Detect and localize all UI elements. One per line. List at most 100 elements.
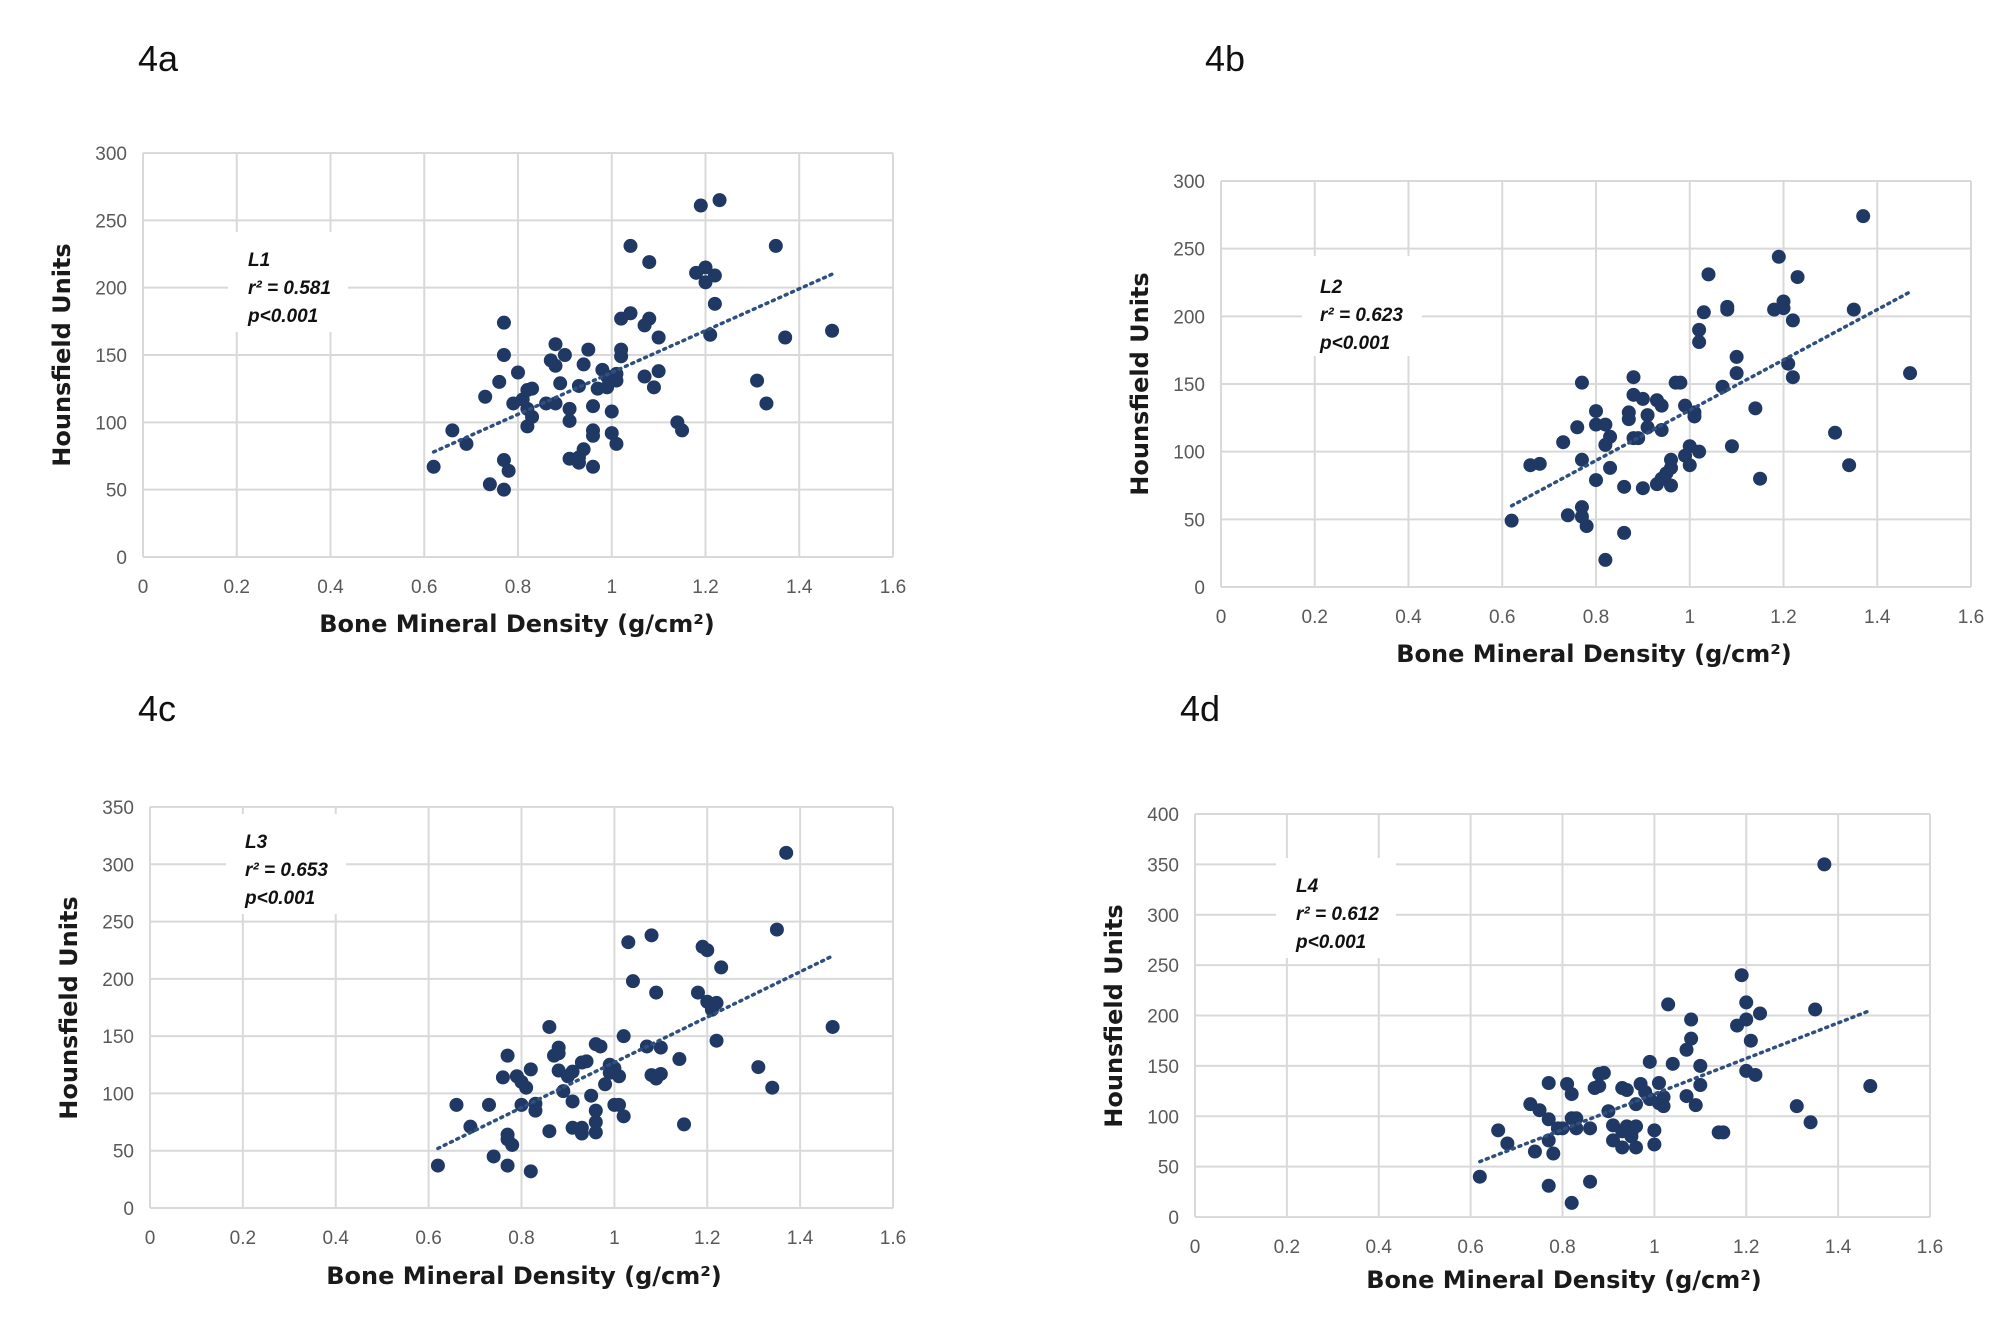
data-point	[1729, 349, 1744, 364]
data-point	[588, 1115, 603, 1130]
scatter-chart-4a: L1 r² = 0.581 p<0.001 0 50 100 150 200 250 300 0 0.…	[48, 144, 906, 638]
data-point	[751, 1060, 766, 1075]
data-point	[1696, 305, 1711, 320]
y-tick-label: 300	[1147, 906, 1179, 927]
data-point	[1574, 452, 1589, 467]
x-tick-label: 0.6	[415, 1228, 441, 1249]
data-point	[625, 974, 640, 989]
data-point	[598, 1077, 613, 1092]
annotation-r2: r² = 0.623	[1320, 305, 1403, 326]
annotation-box	[226, 814, 346, 914]
x-tick-label: 1	[1649, 1237, 1660, 1258]
x-tick-label: 0	[145, 1228, 156, 1249]
data-point	[565, 1064, 580, 1079]
x-tick-label: 1.4	[1864, 607, 1891, 628]
x-tick-label: 1.6	[880, 577, 906, 598]
x-tick-label: 1	[1684, 607, 1695, 628]
data-point	[426, 459, 441, 474]
data-point	[1574, 375, 1589, 390]
x-tick-label: 0.8	[1583, 607, 1609, 628]
data-point	[520, 419, 535, 434]
annotation-box	[228, 232, 348, 332]
panel-label: 4d	[1180, 688, 1221, 729]
data-point	[1673, 375, 1688, 390]
data-point	[1753, 471, 1768, 486]
data-point	[1903, 366, 1918, 381]
data-point	[712, 193, 727, 208]
x-tick-label: 0.4	[1395, 607, 1422, 628]
data-point	[542, 1124, 557, 1139]
data-point	[1560, 508, 1575, 523]
y-tick-label: 400	[1147, 805, 1179, 826]
data-point	[642, 311, 657, 326]
data-point	[651, 364, 666, 379]
data-point	[553, 376, 568, 391]
data-point	[1664, 478, 1678, 493]
annotation-box	[1302, 256, 1422, 356]
y-tick-label: 250	[1173, 240, 1205, 261]
data-point	[1684, 1012, 1699, 1027]
y-tick-label: 100	[102, 1084, 134, 1105]
y-tick-label: 50	[106, 481, 127, 502]
data-point	[1589, 473, 1603, 488]
scatter-chart-4d: L4 r² = 0.612 p<0.001 0 50 100 150 200 250 300 350…	[1100, 805, 1943, 1294]
data-point	[621, 935, 636, 950]
y-tick-label: 150	[1173, 375, 1205, 396]
data-point	[1472, 1169, 1487, 1184]
x-tick-label: 0.2	[224, 577, 250, 598]
data-point	[698, 260, 713, 275]
data-point	[548, 337, 563, 352]
x-axis-title: Bone Mineral Density (g/cm²)	[326, 1262, 721, 1290]
data-point	[1527, 1144, 1542, 1159]
data-point	[1724, 439, 1739, 454]
data-point	[1693, 1078, 1708, 1093]
data-point	[651, 330, 666, 345]
data-point	[492, 374, 507, 389]
data-point	[703, 327, 718, 342]
data-point	[1748, 401, 1763, 416]
trendline	[1478, 1008, 1873, 1164]
data-point	[1803, 1115, 1818, 1130]
annotation-p: p<0.001	[1295, 932, 1366, 953]
data-point	[576, 442, 591, 457]
data-point	[581, 342, 596, 357]
annotation-box	[1276, 858, 1396, 958]
x-tick-label: 1.4	[1825, 1237, 1852, 1258]
y-tick-label: 300	[1173, 172, 1205, 193]
data-point	[1688, 1098, 1703, 1113]
data-point	[486, 1149, 501, 1164]
data-point	[637, 369, 652, 384]
y-tick-label: 0	[123, 1199, 134, 1220]
annotation-r2: r² = 0.581	[248, 278, 331, 299]
data-point	[616, 1109, 631, 1124]
data-point	[1541, 1178, 1556, 1193]
y-tick-label: 200	[1147, 1007, 1179, 1028]
data-point	[1701, 267, 1716, 282]
data-point	[1720, 299, 1735, 314]
data-point	[653, 1040, 668, 1055]
data-point	[584, 1088, 599, 1103]
data-point	[1661, 997, 1676, 1012]
x-axis-title: Bone Mineral Density (g/cm²)	[1366, 1266, 1761, 1294]
data-point	[496, 315, 511, 330]
data-point	[1596, 1065, 1611, 1080]
x-axis-title: Bone Mineral Density (g/cm²)	[319, 610, 714, 638]
data-point	[1603, 429, 1618, 444]
data-point	[1579, 519, 1594, 534]
data-point	[759, 396, 774, 411]
data-point	[1651, 1076, 1666, 1091]
x-tick-label: 0	[138, 577, 149, 598]
x-tick-label: 0.4	[1366, 1237, 1393, 1258]
data-points	[1472, 857, 1878, 1210]
x-tick-label: 0	[1190, 1237, 1201, 1258]
data-point	[1828, 425, 1843, 440]
panel-4c: 4c L3 r² = 0.653 p<0.001 0 50 100 150 200 250 300…	[0, 670, 1000, 1340]
data-point	[1654, 398, 1669, 413]
data-point	[1504, 513, 1519, 528]
data-point	[1500, 1136, 1515, 1151]
data-point	[1790, 270, 1805, 285]
data-point	[1647, 1137, 1662, 1152]
annotation-r2: r² = 0.653	[245, 860, 328, 881]
x-tick-label: 0.2	[230, 1228, 256, 1249]
data-point	[1619, 1083, 1634, 1098]
